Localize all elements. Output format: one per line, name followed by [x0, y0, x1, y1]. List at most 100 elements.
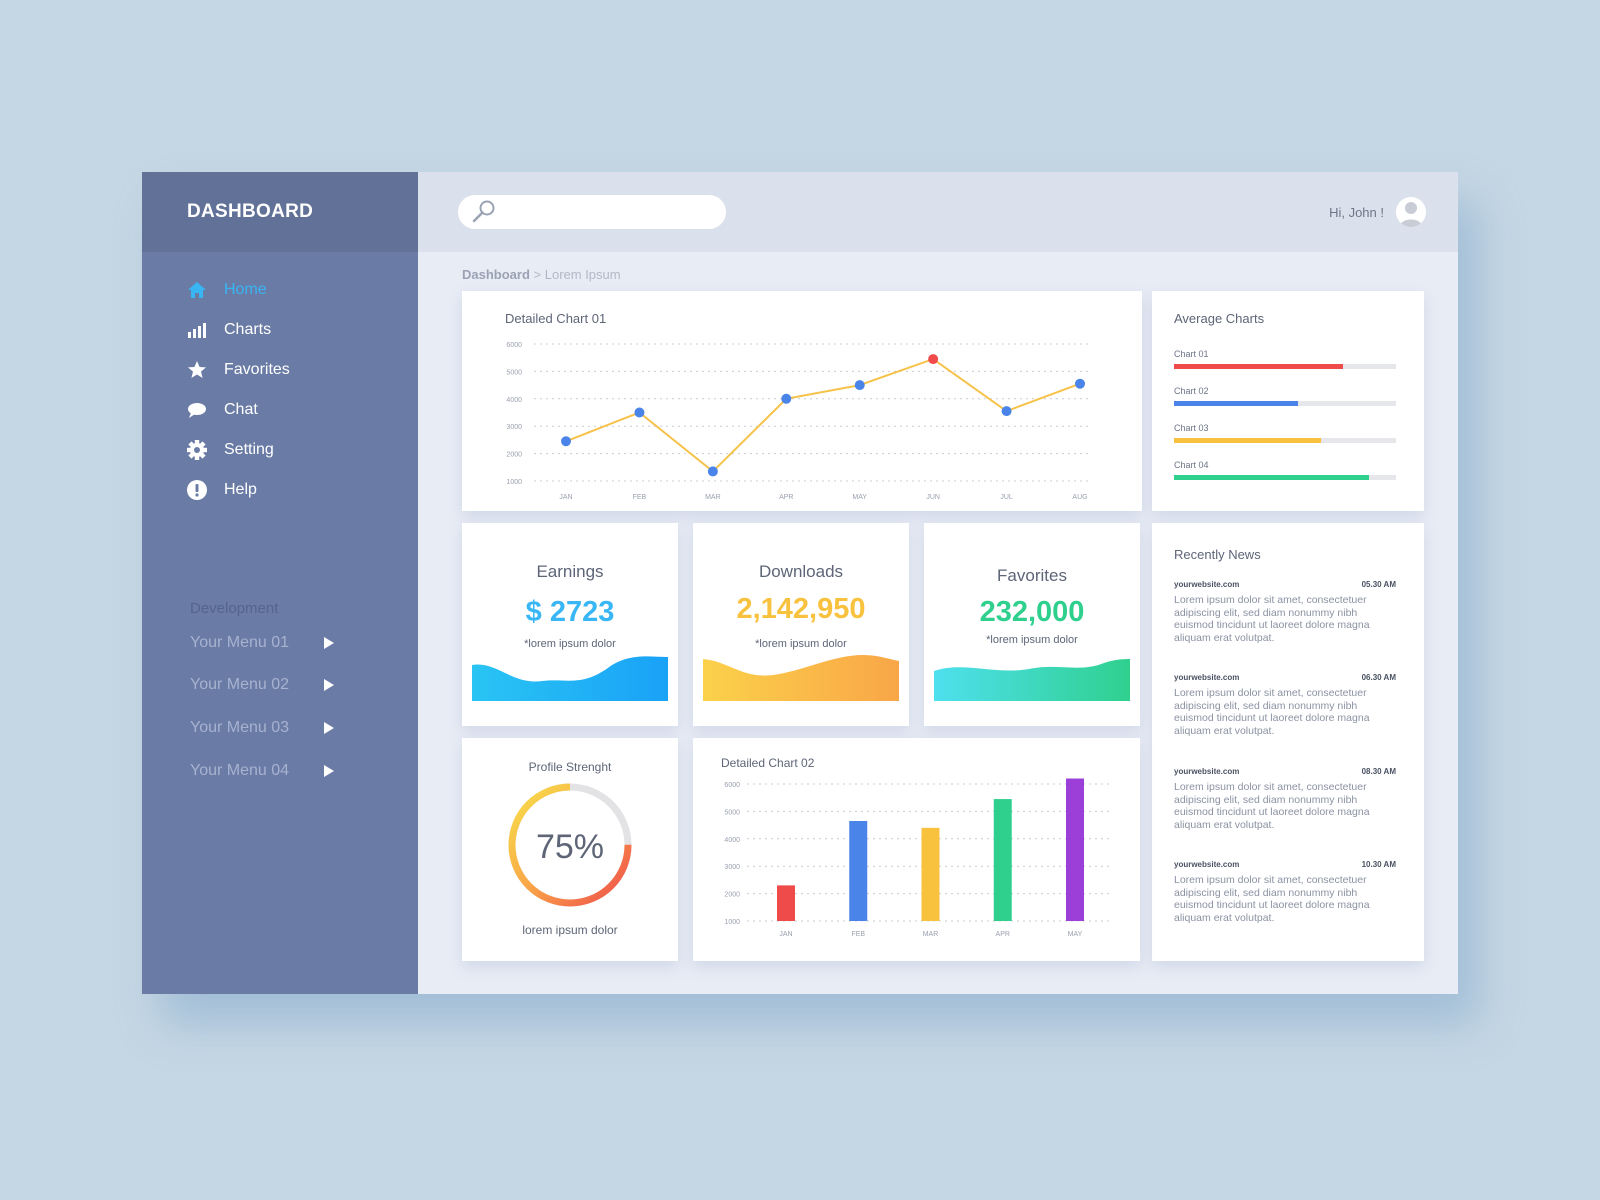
progress-value: 75% [536, 828, 604, 866]
sidebar-item-label: Home [224, 281, 267, 298]
search-input[interactable] [458, 195, 726, 229]
average-charts-card: Average Charts Chart 01 Chart 02 Chart 0… [1152, 291, 1424, 511]
breadcrumb-separator: > [529, 267, 545, 282]
x-tick-label: JAN [779, 931, 792, 938]
x-tick-label: FEB [633, 494, 647, 501]
star-icon [186, 359, 208, 381]
stat-value: $ 2723 [525, 596, 615, 628]
section-title: Development [190, 600, 279, 617]
earnings-area-sparkline [472, 656, 668, 701]
recent-news-card: Recently News yourwebsite.com 05.30 AM L… [1152, 523, 1424, 961]
detailed-chart-02-card: Detailed Chart 02 1000 2000 3000 4000 5000 60… [693, 738, 1140, 961]
chat-bubble-icon [186, 399, 208, 421]
menu-item-04[interactable]: Your Menu 04 [190, 756, 390, 786]
bar [921, 827, 940, 921]
data-point [928, 354, 939, 365]
news-item[interactable]: yourwebsite.com 08.30 AM Lorem ipsum dol… [1174, 767, 1396, 847]
avg-bar-track [1174, 475, 1396, 480]
breadcrumb-current: Lorem Ipsum [544, 267, 621, 282]
bar-chart: 1000 2000 3000 4000 5000 6000 JAN FEB MAR APR MAY [724, 778, 1113, 938]
data-point [561, 436, 571, 447]
x-tick-label: APR [779, 494, 793, 501]
gear-icon [186, 439, 208, 461]
sidebar: DASHBOARD Home Charts Favorites Chat [142, 172, 418, 994]
data-point [707, 466, 718, 477]
y-tick-label: 5000 [506, 369, 522, 376]
y-tick-label: 5000 [724, 809, 740, 816]
home-icon [186, 279, 208, 301]
avatar[interactable] [1396, 197, 1426, 227]
menu-item-03[interactable]: Your Menu 03 [190, 713, 390, 743]
breadcrumb-root[interactable]: Dashboard [462, 267, 530, 282]
sidebar-item-chat[interactable]: Chat [142, 390, 418, 430]
x-tick-label: MAY [852, 494, 867, 501]
sidebar-item-label: Help [224, 481, 257, 498]
news-source: yourwebsite.com [1174, 673, 1240, 682]
top-bar: Hi, John ! [418, 172, 1458, 252]
sidebar-item-favorites[interactable]: Favorites [142, 350, 418, 390]
x-tick-label: MAR [705, 494, 721, 501]
app-title: DASHBOARD [142, 172, 418, 252]
avg-bar-label: Chart 04 [1174, 460, 1209, 470]
news-time: 06.30 AM [1361, 673, 1396, 682]
avg-bar-fill [1174, 438, 1321, 443]
play-arrow-icon [324, 765, 334, 777]
downloads-area-sparkline [703, 655, 899, 701]
news-item[interactable]: yourwebsite.com 06.30 AM Lorem ipsum dol… [1174, 673, 1396, 753]
favorites-area-sparkline [934, 659, 1130, 701]
play-arrow-icon [324, 679, 334, 691]
sidebar-item-charts[interactable]: Charts [142, 310, 418, 350]
x-tick-label: MAY [1068, 931, 1083, 938]
news-source: yourwebsite.com [1174, 580, 1240, 589]
stat-caption: lorem ipsum dolor [522, 923, 618, 937]
sidebar-item-help[interactable]: Help [142, 470, 418, 510]
card-title: Profile Strenght [528, 760, 612, 774]
y-tick-label: 1000 [506, 479, 522, 486]
news-time: 10.30 AM [1361, 860, 1396, 869]
menu-item-02[interactable]: Your Menu 02 [190, 670, 390, 700]
data-point [1001, 406, 1012, 417]
play-arrow-icon [324, 722, 334, 734]
avg-bar-fill [1174, 401, 1299, 406]
news-source: yourwebsite.com [1174, 860, 1240, 869]
news-source: yourwebsite.com [1174, 767, 1240, 776]
avg-bar-label: Chart 01 [1174, 349, 1209, 359]
avg-bar-track [1174, 364, 1396, 369]
sidebar-item-label: Setting [224, 441, 274, 458]
progress-ring-fill [508, 783, 632, 907]
stat-title: Earnings [536, 562, 604, 581]
y-tick-label: 6000 [724, 782, 740, 789]
breadcrumb: Dashboard > Lorem Ipsum [462, 267, 621, 282]
menu-item-label: Your Menu 01 [190, 634, 290, 651]
menu-item-01[interactable]: Your Menu 01 [190, 628, 390, 658]
news-item[interactable]: yourwebsite.com 05.30 AM Lorem ipsum dol… [1174, 580, 1396, 660]
stat-caption: *lorem ipsum dolor [755, 638, 847, 650]
menu-item-label: Your Menu 03 [190, 719, 290, 736]
bar [1066, 778, 1084, 921]
avg-bar-fill [1174, 475, 1370, 480]
card-title: Average Charts [1174, 311, 1265, 326]
sidebar-item-label: Chat [224, 401, 258, 418]
avg-bar-fill [1174, 364, 1343, 369]
news-item[interactable]: yourwebsite.com 10.30 AM Lorem ipsum dol… [1174, 860, 1396, 940]
news-text: Lorem ipsum dolor sit amet, consectetuer… [1174, 781, 1370, 831]
line-chart: 1000 2000 3000 4000 5000 6000 JAN FEB MAR APR MAY J… [506, 342, 1090, 501]
news-time: 05.30 AM [1361, 580, 1396, 589]
x-tick-label: JUN [926, 494, 940, 501]
x-tick-label: FEB [851, 931, 865, 938]
stat-title: Downloads [758, 562, 844, 581]
stat-caption: *lorem ipsum dolor [524, 638, 616, 650]
sidebar-item-setting[interactable]: Setting [142, 430, 418, 470]
x-tick-label: JAN [559, 494, 572, 501]
data-point [634, 407, 645, 418]
avg-bar-track [1174, 401, 1396, 406]
dashboard-window: DASHBOARD Home Charts Favorites Chat [142, 172, 1458, 994]
y-tick-label: 2000 [506, 452, 522, 459]
data-point [854, 380, 865, 391]
bar [849, 820, 868, 921]
play-arrow-icon [324, 637, 334, 649]
news-text: Lorem ipsum dolor sit amet, consectetuer… [1174, 874, 1370, 924]
card-title: Recently News [1174, 547, 1261, 562]
sidebar-item-home[interactable]: Home [142, 270, 418, 310]
sidebar-item-label: Charts [224, 321, 272, 338]
